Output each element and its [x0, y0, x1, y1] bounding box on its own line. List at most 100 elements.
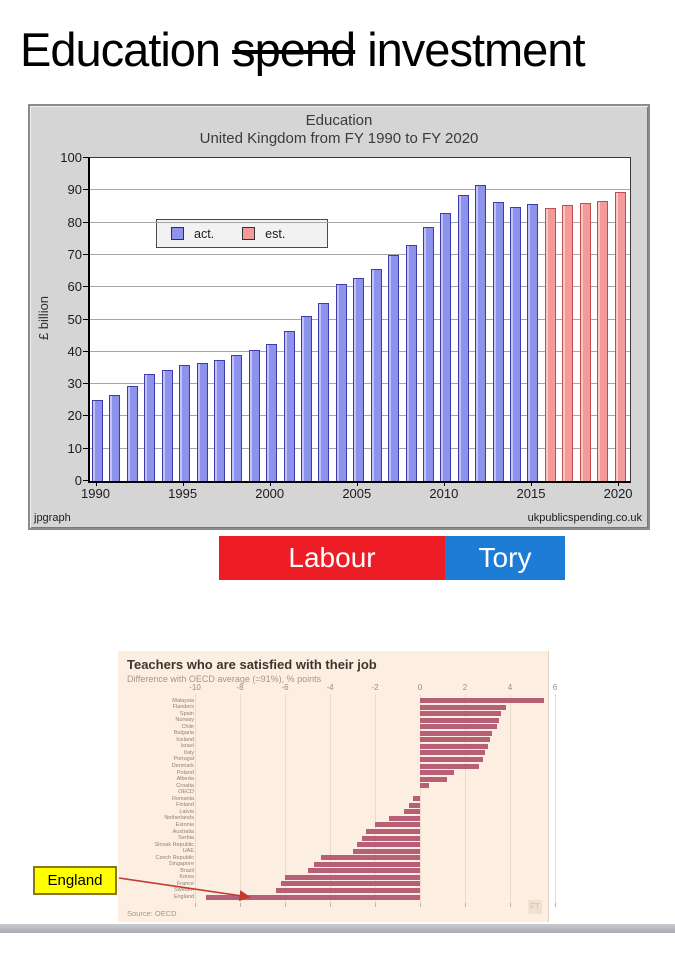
y-tick-mark — [83, 286, 88, 288]
x-tick-mark — [95, 481, 97, 486]
chart2-subtitle: Difference with OECD average (=91%), % p… — [127, 674, 322, 684]
chart1-renderer-credit: jpgraph — [34, 512, 71, 524]
bar-2020 — [614, 191, 626, 481]
slide-title-suffix: investment — [355, 23, 585, 76]
country-label-uae: UAE — [182, 848, 194, 855]
bar-2002 — [301, 316, 313, 481]
bar-1996 — [196, 363, 208, 481]
chart2-gridline — [555, 694, 556, 903]
bar-2005 — [353, 277, 365, 481]
y-tick-mark — [83, 157, 88, 158]
y-tick-mark — [83, 189, 88, 191]
chart2-gridline — [240, 694, 241, 903]
country-bar-norway — [420, 717, 499, 723]
y-tick-label: 0 — [74, 473, 82, 488]
y-tick-mark — [83, 383, 88, 385]
chart2-gridline — [330, 694, 331, 903]
bar-2007 — [388, 254, 400, 481]
chart2-gridline — [510, 694, 511, 903]
country-bar-denmark — [420, 763, 479, 769]
country-label-australia: Australia — [172, 828, 194, 835]
country-bar-korea — [285, 874, 420, 880]
bar-2013 — [492, 201, 504, 481]
country-bar-serbia — [361, 835, 420, 841]
y-tick-mark — [83, 415, 88, 417]
chart2-axis-tick — [375, 903, 376, 907]
bar-2017 — [562, 204, 574, 481]
y-tick-label: 80 — [67, 214, 82, 230]
chart2-gridline — [420, 694, 421, 903]
country-bar-alberta — [420, 776, 447, 782]
country-label-singapore: Singapore — [168, 861, 194, 868]
y-tick-label: 30 — [67, 376, 82, 392]
bar-2015 — [527, 203, 539, 481]
legend-label-actual: act. — [194, 226, 215, 241]
bar-1992 — [126, 385, 138, 481]
y-tick-label: 10 — [67, 440, 82, 456]
country-bar-croatia — [420, 783, 429, 789]
tory-period-label: Tory — [445, 536, 565, 580]
country-bar-bulgaria — [420, 730, 492, 736]
country-label-england: England — [173, 894, 194, 900]
gridline — [90, 189, 630, 191]
chart1-plot-area: act. est. — [88, 157, 631, 483]
country-bar-israel — [420, 743, 488, 749]
country-label-poland: Poland — [176, 769, 194, 776]
chart2-gridline — [285, 694, 286, 903]
gridline — [90, 221, 630, 223]
bar-1997 — [213, 359, 225, 481]
country-bar-latvia — [404, 809, 420, 815]
labour-period-label: Labour — [219, 536, 445, 580]
chart2-axis-tick — [330, 903, 331, 907]
chart2-axis-tick — [420, 903, 421, 907]
bar-2001 — [283, 330, 295, 481]
country-label-croatia: Croatia — [176, 782, 194, 789]
x-tick-label: 2010 — [429, 486, 459, 501]
country-label-italy: Italy — [183, 749, 194, 756]
chart2-x-tick-label: 6 — [552, 683, 558, 692]
chart1-source-site: ukpublicspending.co.uk — [527, 512, 642, 524]
country-label-slovak-republic: Slovak Republic — [154, 841, 194, 848]
chart2-axis-tick — [240, 903, 241, 907]
country-label-czech-republic: Czech Republic — [155, 854, 194, 861]
bar-1999 — [248, 350, 260, 481]
country-label-netherlands: Netherlands — [164, 815, 194, 822]
country-bar-poland — [420, 770, 454, 776]
chart2-x-tick-label: -8 — [236, 683, 244, 692]
bar-2018 — [579, 202, 591, 481]
chart2-x-tick-label: -2 — [371, 683, 379, 692]
country-label-chile: Chile — [181, 723, 194, 730]
country-bar-singapore — [314, 861, 420, 867]
bar-2004 — [335, 283, 347, 481]
chart1-title: Education — [305, 112, 373, 129]
country-label-latvia: Latvia — [179, 808, 194, 815]
country-bar-estonia — [375, 822, 420, 828]
y-tick-label: 60 — [67, 279, 82, 295]
bar-2012 — [475, 185, 487, 481]
country-label-denmark: Denmark — [171, 763, 194, 769]
x-tick-label: 2020 — [603, 486, 633, 501]
country-bar-italy — [420, 750, 486, 756]
country-label-sweden: Sweden — [174, 887, 194, 894]
country-label-iceland: Iceland — [176, 736, 194, 743]
country-label-brazil: Brazil — [180, 867, 194, 874]
x-tick-mark — [530, 481, 532, 486]
uk-education-spending-chart: Education United Kingdom from FY 1990 to… — [28, 104, 650, 530]
y-tick-label: 90 — [67, 182, 82, 198]
country-label-oecd: OECD — [178, 789, 194, 796]
y-tick-mark — [83, 318, 88, 320]
bar-1990 — [92, 400, 103, 481]
chart2-gridline — [465, 694, 466, 903]
country-label-spain: Spain — [179, 710, 194, 717]
slide-title-struck-word: spend — [232, 23, 356, 76]
slide-bottom-strip — [0, 924, 675, 933]
slide-title: Education spend investment — [20, 22, 660, 77]
labour-label-text: Labour — [288, 542, 376, 573]
x-tick-mark — [356, 481, 358, 486]
y-tick-label: 70 — [67, 246, 82, 262]
gridline — [90, 253, 630, 255]
bar-2003 — [318, 303, 330, 481]
chart2-axis-tick — [465, 903, 466, 907]
chart2-axis-tick — [555, 903, 556, 907]
country-label-norway: Norway — [175, 717, 194, 724]
